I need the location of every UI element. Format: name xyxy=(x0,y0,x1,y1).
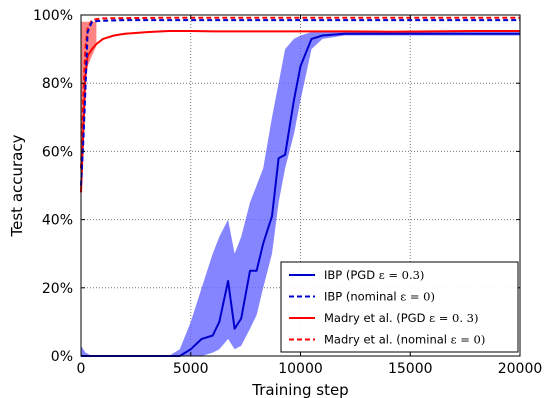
legend-label-math: ε = 0. 3) xyxy=(429,311,478,325)
legend: IBP (PGD ε = 0.3)IBP (nominal ε = 0)Madr… xyxy=(280,261,519,353)
y-axis-label: Test accuracy xyxy=(8,134,26,237)
x-tick-label: 20000 xyxy=(498,361,543,377)
legend-label-math: ε = 0.3) xyxy=(379,268,425,282)
legend-label: Madry et al. (PGD ε = 0. 3) xyxy=(324,311,478,325)
x-tick-label: 5000 xyxy=(173,361,209,377)
y-tick-label: 0% xyxy=(51,349,73,365)
legend-label: IBP (nominal ε = 0) xyxy=(324,290,435,304)
legend-label: Madry et al. (nominal ε = 0) xyxy=(324,333,485,347)
x-tick-label: 0 xyxy=(77,361,86,377)
series-line xyxy=(80,19,520,186)
legend-label-main: IBP (PGD xyxy=(324,268,379,282)
y-tick-label: 80% xyxy=(42,76,73,92)
confidence-band xyxy=(81,21,97,203)
axis-ticks: 0 5000 10000 15000 20000 0% 20% 40% 60% 80% 100% xyxy=(33,8,542,377)
legend-label-math: ε = 0) xyxy=(451,333,486,347)
y-tick-label: 100% xyxy=(33,8,73,24)
y-tick-label: 20% xyxy=(42,281,73,297)
legend-label: IBP (PGD ε = 0.3) xyxy=(324,268,424,282)
legend-label-math: ε = 0) xyxy=(400,290,435,304)
legend-label-main: Madry et al. (nominal xyxy=(324,333,451,347)
y-tick-label: 60% xyxy=(42,144,73,160)
x-axis-label: Training step xyxy=(251,381,348,398)
x-tick-label: 15000 xyxy=(388,361,433,377)
x-tick-label: 10000 xyxy=(278,361,323,377)
series-line xyxy=(80,16,520,169)
legend-label-main: IBP (nominal xyxy=(324,290,400,304)
series-line xyxy=(80,30,520,193)
legend-label-main: Madry et al. (PGD xyxy=(324,311,429,325)
y-tick-label: 40% xyxy=(42,213,73,229)
confidence-band xyxy=(81,32,520,356)
confidence-bands xyxy=(81,21,520,356)
legend-box xyxy=(280,261,519,353)
